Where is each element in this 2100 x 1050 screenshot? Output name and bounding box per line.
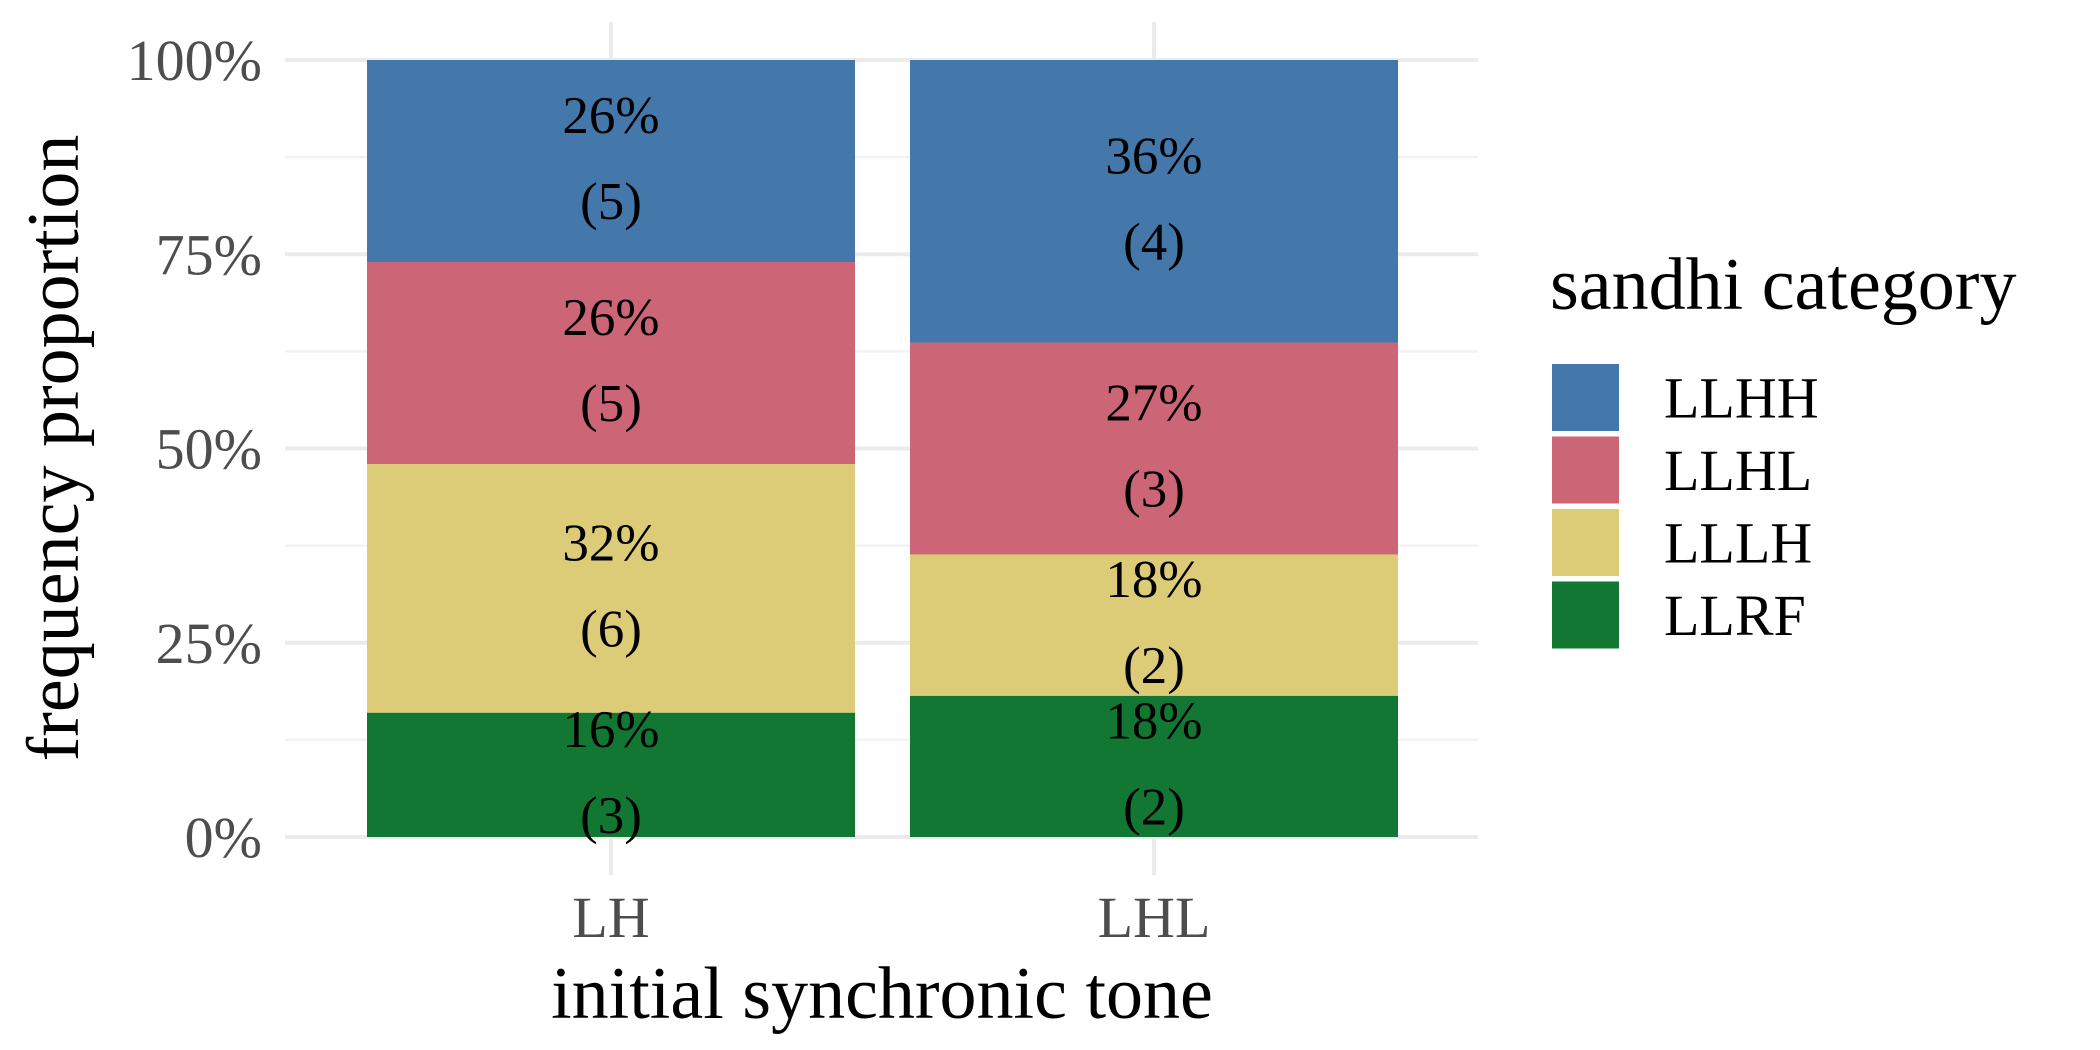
bars <box>367 60 1398 837</box>
bar-segment-llhh-lh <box>367 60 855 263</box>
x-tick-label: LHL <box>1098 885 1211 950</box>
bar-label-count: (2) <box>1123 637 1185 695</box>
legend-swatch-lllh <box>1552 509 1619 576</box>
bar-label-percent: 18% <box>1105 692 1202 750</box>
bar-label-percent: 36% <box>1105 127 1202 185</box>
legend: sandhi category LLHH LLHL LLLH LLRF <box>1550 244 2016 649</box>
bar-label-percent: 27% <box>1105 375 1202 433</box>
bar-label-count: (5) <box>580 173 642 231</box>
y-tick-label: 100% <box>127 28 262 93</box>
legend-swatch-llrf <box>1552 581 1619 649</box>
bar-segment-llhl-lh <box>367 262 855 465</box>
bar-label-count: (2) <box>1123 778 1185 836</box>
bar-label-count: (3) <box>580 787 642 845</box>
y-tick-label: 75% <box>156 222 262 287</box>
bar-label-percent: 18% <box>1105 551 1202 609</box>
bar-label-count: (5) <box>580 375 642 433</box>
legend-label-lllh: LLLH <box>1664 511 1812 576</box>
bar-label-count: (3) <box>1123 461 1185 519</box>
bar-label-percent: 16% <box>562 701 659 759</box>
bar-label-count: (6) <box>580 600 642 658</box>
y-axis-ticks: 0% 25% 50% 75% 100% <box>127 28 262 870</box>
bar-label-count: (4) <box>1123 213 1185 271</box>
bar-segment-llhl-lhl <box>910 342 1398 555</box>
legend-swatch-llhh <box>1552 364 1619 431</box>
bar-segment-lllh-lhl <box>910 554 1398 696</box>
x-axis-ticks: LH LHL <box>572 885 1210 950</box>
x-tick-label: LH <box>572 885 649 950</box>
bar-label-percent: 26% <box>562 289 659 347</box>
bar-segment-llrf-lh <box>367 712 855 837</box>
y-tick-label: 0% <box>185 805 262 870</box>
legend-label-llrf: LLRF <box>1664 583 1806 648</box>
bar-label-percent: 26% <box>562 87 659 145</box>
y-axis-title: frequency proportion <box>13 135 95 762</box>
legend-title: sandhi category <box>1550 244 2016 326</box>
bar-segment-llhh-lhl <box>910 60 1398 343</box>
bar-labels: 16%(3)32%(6)26%(5)26%(5)18%(2)18%(2)27%(… <box>562 87 1202 845</box>
bar-segment-lllh-lh <box>367 464 855 713</box>
legend-label-llhh: LLHH <box>1664 366 1819 431</box>
x-axis-title: initial synchronic tone <box>551 953 1213 1035</box>
legend-swatch-llhl <box>1552 436 1619 504</box>
bar-segment-llrf-lhl <box>910 695 1398 837</box>
y-tick-label: 50% <box>156 417 262 482</box>
bar-label-percent: 32% <box>562 514 659 572</box>
legend-items: LLHH LLHL LLLH LLRF <box>1552 364 1819 649</box>
y-tick-label: 25% <box>156 611 262 676</box>
legend-label-llhl: LLHL <box>1664 438 1812 503</box>
